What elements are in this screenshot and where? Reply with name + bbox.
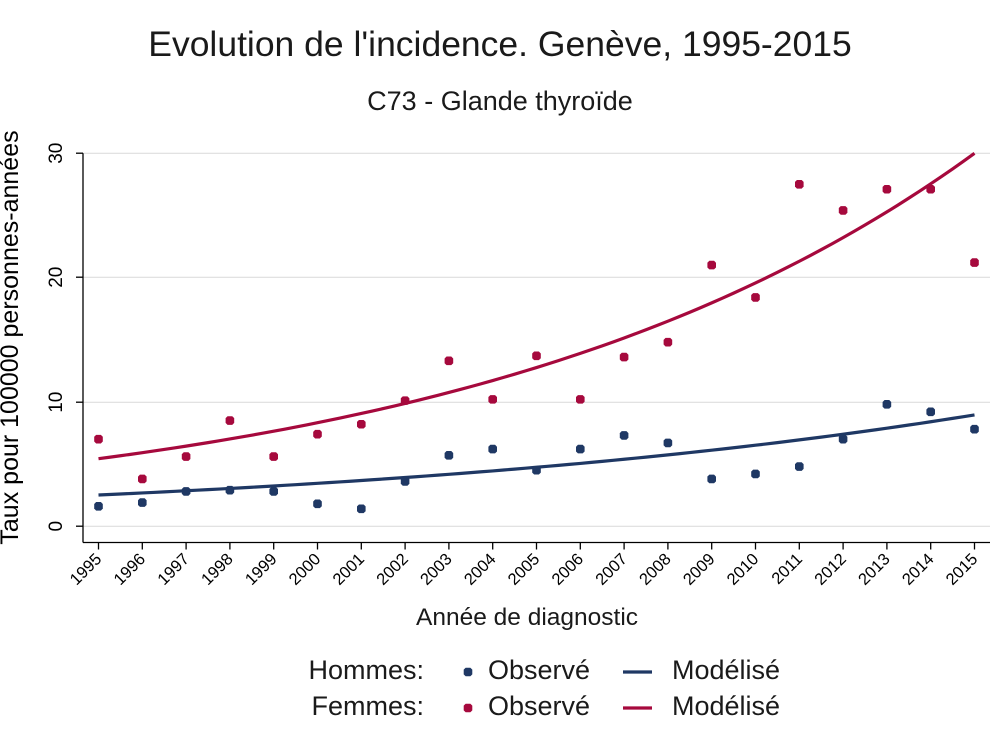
svg-text:2005: 2005 (505, 550, 544, 589)
svg-text:2013: 2013 (855, 550, 894, 589)
svg-text:2008: 2008 (636, 550, 675, 589)
svg-text:Modélisé: Modélisé (672, 655, 780, 685)
svg-text:1997: 1997 (154, 550, 193, 589)
svg-text:Taux pour 100000 personnes-ann: Taux pour 100000 personnes-années (0, 130, 24, 544)
svg-text:Observé: Observé (488, 691, 590, 721)
svg-text:2000: 2000 (286, 550, 325, 589)
svg-text:1995: 1995 (67, 550, 106, 589)
svg-text:2009: 2009 (680, 550, 719, 589)
svg-text:2001: 2001 (329, 550, 368, 589)
svg-text:2010: 2010 (724, 550, 763, 589)
svg-text:2002: 2002 (373, 550, 412, 589)
svg-text:Femmes:: Femmes: (311, 691, 424, 721)
svg-text:1996: 1996 (110, 550, 149, 589)
svg-text:0: 0 (46, 521, 67, 532)
svg-text:1998: 1998 (198, 550, 237, 589)
svg-text:1999: 1999 (242, 550, 281, 589)
svg-text:20: 20 (46, 267, 67, 288)
svg-text:Hommes:: Hommes: (308, 655, 424, 685)
svg-text:2003: 2003 (417, 550, 456, 589)
svg-text:2006: 2006 (548, 550, 587, 589)
svg-text:2007: 2007 (592, 550, 631, 589)
svg-text:2012: 2012 (811, 550, 850, 589)
svg-text:Modélisé: Modélisé (672, 691, 780, 721)
svg-text:2014: 2014 (899, 550, 938, 589)
svg-text:30: 30 (46, 143, 67, 164)
svg-text:Observé: Observé (488, 655, 590, 685)
svg-text:2015: 2015 (943, 550, 982, 589)
svg-text:2004: 2004 (461, 550, 500, 589)
svg-text:2011: 2011 (768, 550, 806, 588)
svg-text:10: 10 (46, 392, 67, 413)
